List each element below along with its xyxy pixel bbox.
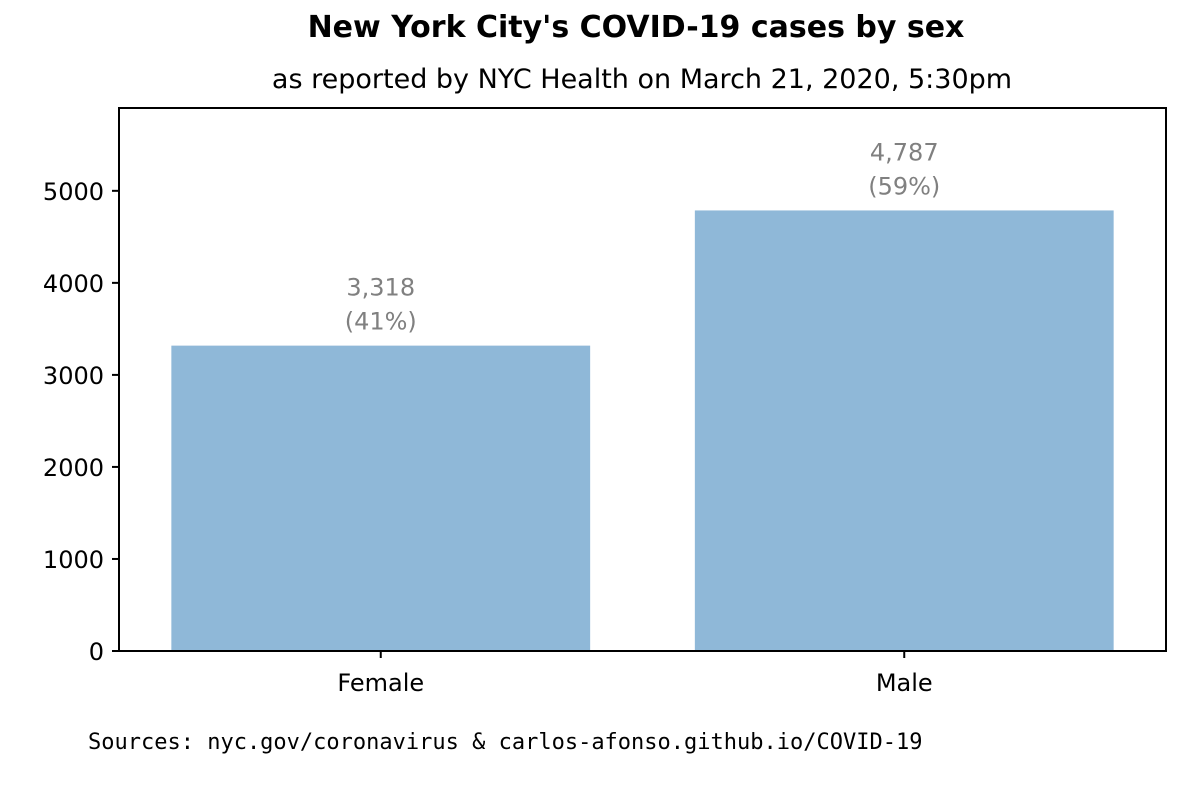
- x-tick-label: Male: [876, 669, 933, 697]
- bar-percent-label: (59%): [868, 172, 940, 200]
- bars-group: 3,318 (41%) 4,787 (59%): [171, 138, 1114, 652]
- x-tick-label: Female: [337, 669, 424, 697]
- bar-value-label: 4,787: [870, 138, 939, 166]
- chart-title: New York City's COVID-19 cases by sex: [307, 10, 965, 45]
- bar-male: [694, 210, 1114, 652]
- bar-value-label: 3,318: [346, 274, 415, 302]
- plot-frame: [118, 107, 1167, 652]
- chart-subtitle: as reported by NYC Health on March 21, 2…: [271, 64, 1013, 95]
- x-axis: Female Male: [337, 651, 933, 697]
- y-tick-label: 1000: [43, 546, 104, 574]
- y-tick-label: 0: [89, 638, 104, 666]
- y-tick-label: 3000: [43, 362, 104, 390]
- y-tick-label: 2000: [43, 454, 104, 482]
- y-axis: 0 1000 2000 3000 4000 5000: [43, 178, 119, 666]
- sources-note: Sources: nyc.gov/coronavirus & carlos-af…: [88, 730, 923, 755]
- bar-percent-label: (41%): [345, 308, 417, 336]
- y-tick-label: 5000: [43, 178, 104, 206]
- y-tick-label: 4000: [43, 270, 104, 298]
- bar-female: [171, 345, 591, 651]
